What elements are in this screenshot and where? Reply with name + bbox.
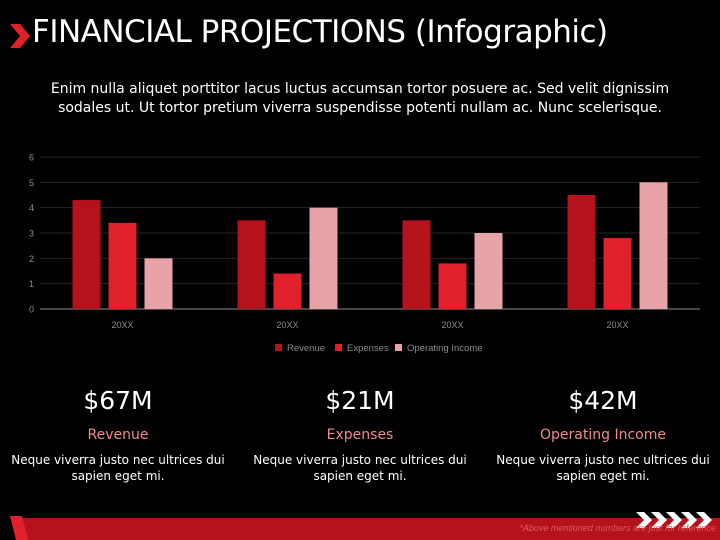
legend-label: Operating Income <box>407 343 483 354</box>
page-title: FINANCIAL PROJECTIONS (Infographic) <box>32 14 608 50</box>
bar <box>144 258 173 309</box>
legend-label: Revenue <box>287 343 325 354</box>
bar <box>237 220 266 309</box>
footer-stripe <box>22 518 720 540</box>
footer-note: *Above mentioned numbers are just for re… <box>519 523 716 533</box>
bar <box>108 222 137 309</box>
stat-revenue: $67M Revenue Neque viverra justo nec ult… <box>3 385 233 484</box>
stat-label: Revenue <box>87 427 149 443</box>
stat-description: Neque viverra justo nec ultrices dui sap… <box>11 453 225 483</box>
bar <box>309 207 338 309</box>
y-tick-label: 1 <box>29 279 34 289</box>
y-tick-label: 4 <box>29 203 34 213</box>
stat-expenses: $21M Expenses Neque viverra justo nec ul… <box>245 385 475 484</box>
bar <box>438 263 467 309</box>
footer-left-accent <box>10 516 28 540</box>
y-tick-label: 0 <box>29 305 34 315</box>
bar-chart: 0 1 2 3 4 5 6 20XX 20XX 20XX 20XX Revenue Expenses Op… <box>29 153 700 354</box>
stat-label: Operating Income <box>540 427 666 443</box>
legend-swatch <box>395 344 402 351</box>
x-tick-label: 20XX <box>111 320 133 330</box>
bar <box>567 195 596 309</box>
bar <box>402 220 431 309</box>
stat-description: Neque viverra justo nec ultrices dui sap… <box>253 453 467 483</box>
y-tick-label: 2 <box>29 254 34 264</box>
stat-value: $21M <box>325 386 395 415</box>
legend-swatch <box>275 344 282 351</box>
intro-text: Enim nulla aliquet porttitor lacus luctu… <box>50 81 670 116</box>
bar <box>474 233 503 309</box>
stat-operating-income: $42M Operating Income Neque viverra just… <box>488 385 718 484</box>
chevron-right-icon <box>10 24 30 48</box>
x-tick-label: 20XX <box>441 320 463 330</box>
bar <box>273 273 302 309</box>
legend-label: Expenses <box>347 343 389 354</box>
y-tick-label: 6 <box>29 153 34 163</box>
stat-value: $67M <box>83 386 153 415</box>
y-tick-label: 5 <box>29 178 34 188</box>
bar <box>603 238 632 309</box>
stat-label: Expenses <box>326 427 394 443</box>
bar <box>72 200 101 309</box>
stat-description: Neque viverra justo nec ultrices dui sap… <box>496 453 710 483</box>
x-tick-label: 20XX <box>606 320 628 330</box>
footer-band <box>10 512 720 540</box>
x-tick-label: 20XX <box>276 320 298 330</box>
stat-value: $42M <box>568 386 638 415</box>
legend-swatch <box>335 344 342 351</box>
bar <box>639 182 668 309</box>
y-tick-label: 3 <box>29 229 34 239</box>
chevrons-icon <box>636 512 712 528</box>
